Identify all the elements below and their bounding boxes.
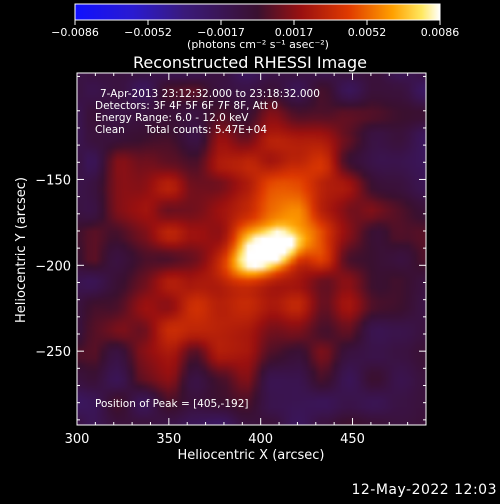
plot-frame xyxy=(76,72,427,426)
chart-title: Reconstructed RHESSI Image xyxy=(133,53,367,72)
x-tick-label: 400 xyxy=(248,432,273,447)
annotation-detectors: Detectors: 3F 4F 5F 6F 7F 8F, Att 0 xyxy=(95,100,278,112)
colorbar-gradient xyxy=(74,3,441,21)
x-axis-label: Heliocentric X (arcsec) xyxy=(178,448,325,463)
datestamp: 12-May-2022 12:03 xyxy=(351,482,497,498)
colorbar-tick-label: 0.0017 xyxy=(275,26,314,39)
annotation-energy: Energy Range: 6.0 - 12.0 keV xyxy=(95,112,249,124)
y-axis: −150 −200 −250 xyxy=(35,75,426,421)
annotation-peak-position: Position of Peak = [405,-192] xyxy=(95,398,249,410)
colorbar-tick-label: −0.0052 xyxy=(124,26,172,39)
plot-area: 300 350 400 450 −150 −200 −250 Heliocentric X… xyxy=(14,72,427,463)
colorbar-tick-label: −0.0086 xyxy=(51,26,99,39)
colorbar-ticks: −0.0086 −0.0052 −0.0017 0.0017 0.0052 0.0086 xyxy=(51,20,459,39)
x-tick-label: 350 xyxy=(156,432,181,447)
x-tick-label: 300 xyxy=(65,432,90,447)
y-tick-label: −200 xyxy=(35,259,71,274)
colorbar-tick-label: 0.0052 xyxy=(348,26,387,39)
x-axis: 300 350 400 450 xyxy=(65,73,409,447)
annotation-time-range: 7-Apr-2013 23:12:32.000 to 23:18:32.000 xyxy=(100,88,320,100)
colorbar: −0.0086 −0.0052 −0.0017 0.0017 0.0052 0.0086 … xyxy=(51,3,459,51)
y-tick-label: −250 xyxy=(35,345,71,360)
colorbar-label: (photons cm⁻² s⁻¹ asec⁻²) xyxy=(187,38,329,51)
annotation-total-counts: Total counts: 5.47E+04 xyxy=(144,124,267,136)
y-tick-label: −150 xyxy=(35,173,71,188)
colorbar-tick-label: −0.0017 xyxy=(197,26,245,39)
annotation-method: Clean xyxy=(95,124,125,136)
colorbar-tick-label: 0.0086 xyxy=(421,26,460,39)
annotations: 7-Apr-2013 23:12:32.000 to 23:18:32.000 … xyxy=(95,88,320,410)
x-tick-label: 450 xyxy=(340,432,365,447)
y-axis-label: Heliocentric Y (arcsec) xyxy=(14,177,29,323)
heatmap-image xyxy=(77,73,426,425)
